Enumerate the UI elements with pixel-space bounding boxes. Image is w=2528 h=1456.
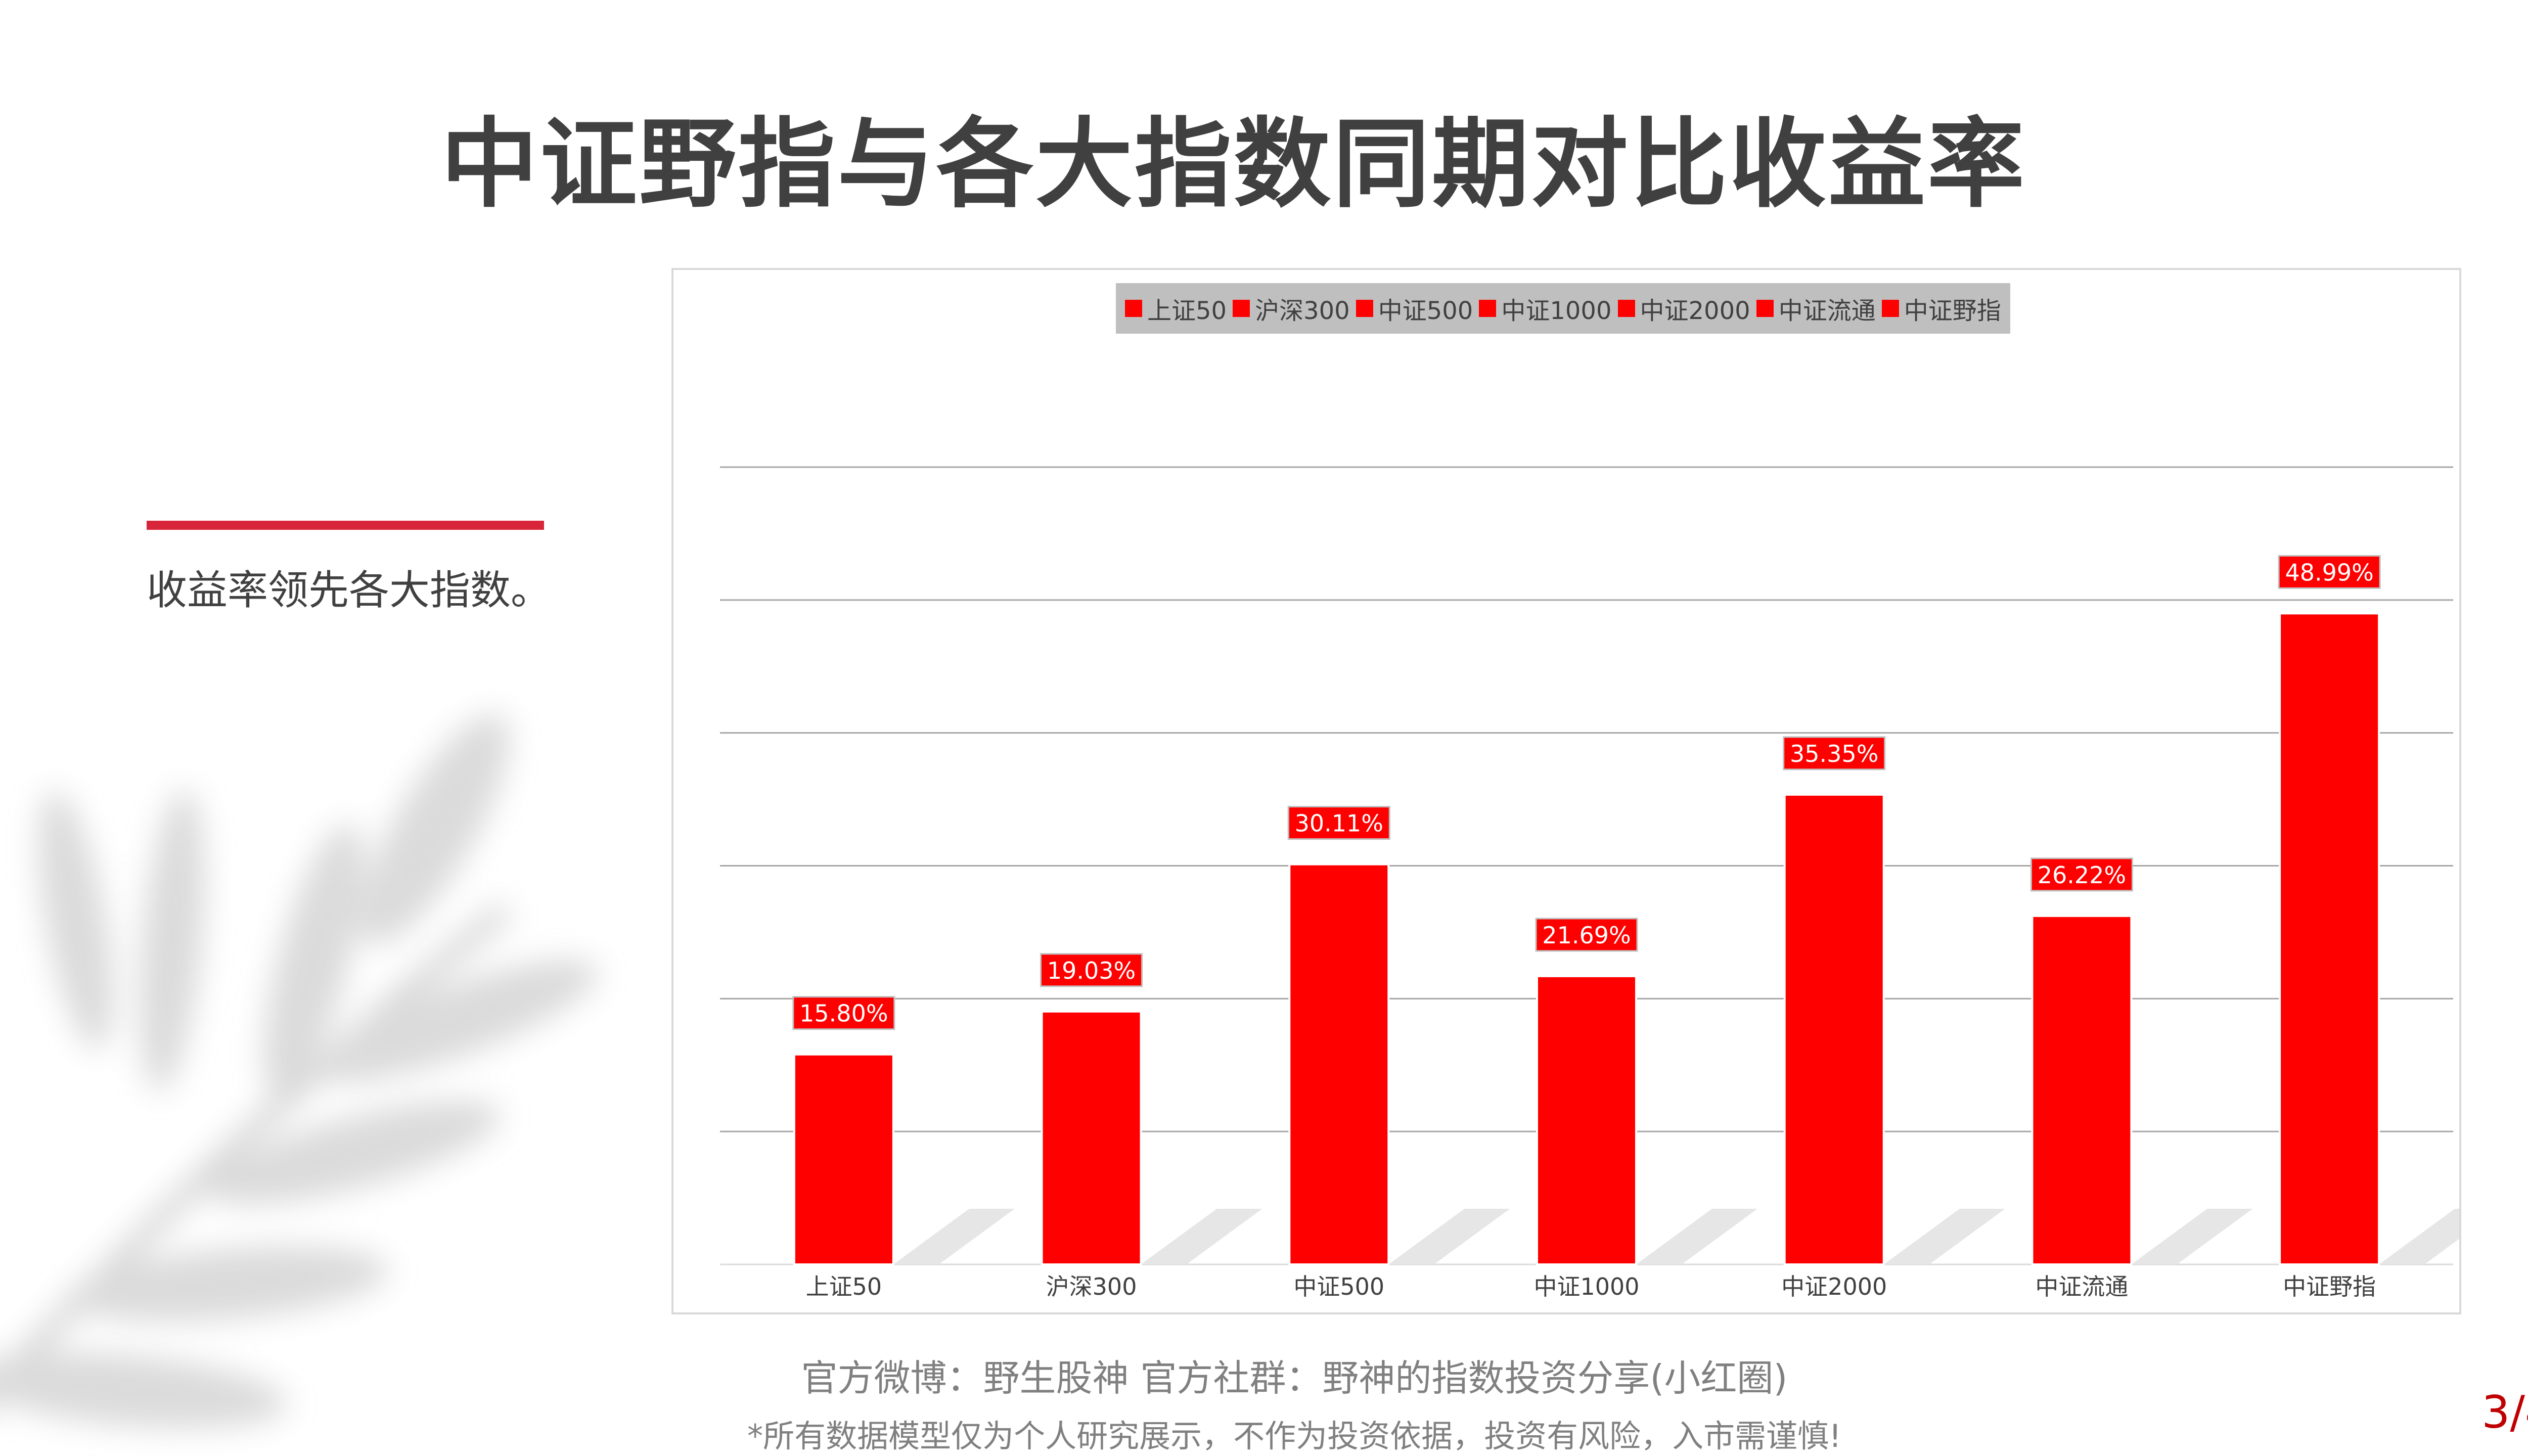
- leaf-shadow-decoration: [0, 713, 598, 1429]
- bar-chart: 15.80% 上证50 19.03% 沪深300 30.11% 中证500 21.69% 中证…: [720, 466, 2459, 1300]
- data-label: 19.03%: [1047, 957, 1136, 984]
- x-tick-label: 上证50: [806, 1273, 882, 1300]
- legend-swatch: [1881, 300, 1899, 317]
- bar: [1288, 863, 1390, 1266]
- x-tick-label: 中证500: [1293, 1273, 1384, 1300]
- legend-label: 中证野指: [1904, 297, 2001, 325]
- legend-item: 中证1000: [1479, 291, 1612, 326]
- bar: [1783, 793, 1885, 1265]
- legend-label: 沪深300: [1255, 297, 1350, 325]
- x-tick-label: 中证2000: [1781, 1273, 1887, 1300]
- x-tick-label: 中证流通: [2035, 1273, 2128, 1300]
- side-note: 收益率领先各大指数。: [147, 567, 551, 614]
- data-label-box: [2030, 857, 2133, 892]
- data-label-box: [1783, 736, 1886, 770]
- data-label: 48.99%: [2285, 559, 2373, 586]
- legend-item: 中证野指: [1881, 291, 2001, 326]
- accent-line: [147, 521, 544, 530]
- bar-shadow: [1883, 1209, 2005, 1264]
- bar: [2031, 915, 2133, 1265]
- data-label-box: [792, 996, 895, 1030]
- bar-shadow: [2131, 1209, 2253, 1264]
- legend-swatch: [1479, 300, 1497, 317]
- footer-disclaimer: *所有数据模型仅为个人研究展示，不作为投资依据，投资有风险，入市需谨慎!: [747, 1418, 1841, 1454]
- bar-shadow: [1141, 1209, 1262, 1264]
- data-label-box: [1287, 806, 1390, 840]
- chart-legend: 上证50 沪深300 中证500 中证1000 中证2000 中证流通 中证野指: [1116, 283, 2010, 334]
- page-number: 3/4: [2481, 1386, 2528, 1438]
- legend-swatch: [1617, 300, 1635, 317]
- legend-swatch: [1356, 300, 1373, 317]
- legend-item: 中证流通: [1756, 291, 1876, 326]
- legend-swatch: [1233, 300, 1250, 317]
- legend-item: 中证2000: [1617, 291, 1750, 326]
- data-label-box: [1040, 953, 1143, 987]
- bar-shadow: [1636, 1209, 1757, 1264]
- legend-swatch: [1125, 300, 1142, 317]
- bar: [793, 1053, 894, 1266]
- legend-item: 上证50: [1125, 291, 1227, 326]
- legend-label: 上证50: [1147, 297, 1227, 325]
- data-label-box: [1535, 918, 1638, 952]
- x-tick-label: 中证野指: [2283, 1273, 2376, 1300]
- data-label: 26.22%: [2038, 861, 2126, 889]
- bar-shadow: [2379, 1209, 2459, 1264]
- x-tick-label: 沪深300: [1046, 1273, 1137, 1300]
- bar: [2279, 612, 2380, 1265]
- legend-swatch: [1756, 300, 1774, 317]
- legend-item: 沪深300: [1233, 291, 1350, 326]
- legend-label: 中证流通: [1778, 297, 1876, 325]
- bar-shadow: [893, 1209, 1015, 1264]
- legend-label: 中证1000: [1501, 297, 1612, 325]
- legend-label: 中证500: [1378, 297, 1473, 325]
- legend-label: 中证2000: [1640, 297, 1750, 325]
- bar-shadow: [1388, 1209, 1510, 1264]
- data-label: 30.11%: [1295, 810, 1383, 837]
- slide-title: 中证野指与各大指数同期对比收益率: [441, 108, 2026, 221]
- data-label: 35.35%: [1790, 740, 1878, 767]
- data-label: 15.80%: [799, 1000, 888, 1027]
- bar: [1536, 975, 1637, 1266]
- chart-frame: 15.80% 上证50 19.03% 沪深300 30.11% 中证500 21.69% 中证…: [671, 268, 2461, 1314]
- legend-item: 中证500: [1356, 291, 1473, 326]
- x-tick-label: 中证1000: [1533, 1273, 1639, 1300]
- bar: [1041, 1010, 1142, 1265]
- data-label-box: [2278, 555, 2381, 589]
- footer-contact: 官方微博：野生股神 官方社群：野神的指数投资分享(小红圈): [801, 1357, 1788, 1399]
- data-label: 21.69%: [1542, 922, 1631, 949]
